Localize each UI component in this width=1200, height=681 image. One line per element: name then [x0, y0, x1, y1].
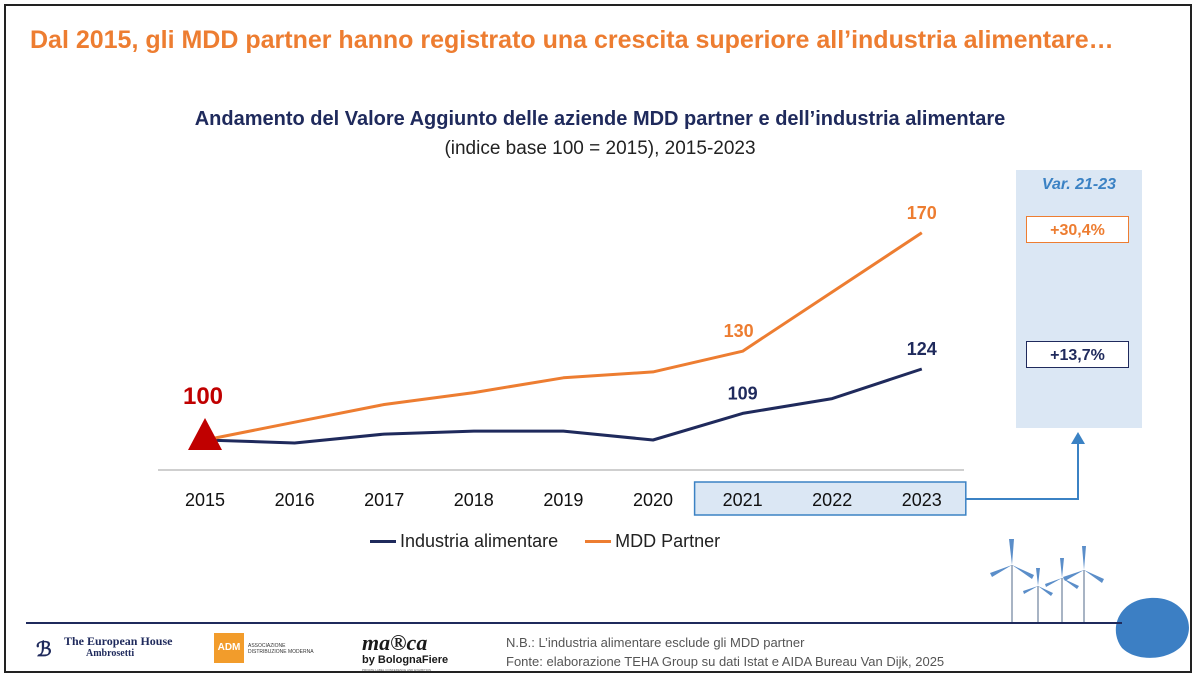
chart-legend: Industria alimentare MDD Partner [370, 527, 742, 552]
slide-headline: Dal 2015, gli MDD partner hanno registra… [30, 26, 1114, 54]
legend-item-industria: Industria alimentare [370, 531, 558, 552]
data-label-124: 124 [907, 339, 937, 359]
data-label-109: 109 [728, 383, 758, 403]
x-tick-label-2018: 2018 [454, 490, 494, 510]
footnotes: N.B.: L’industria alimentare esclude gli… [506, 633, 944, 671]
adm-logo-box: ADM [214, 633, 244, 663]
variation-mdd-value: +30,4% [1026, 216, 1129, 243]
data-label-130: 130 [724, 321, 754, 341]
legend-label-industria: Industria alimentare [400, 531, 559, 551]
adm-logo-text: ASSOCIAZIONE DISTRIBUZIONE MODERNA [248, 643, 314, 655]
x-tick-label-2021: 2021 [723, 490, 763, 510]
logo-the-european-house: ℬ The European House Ambrosetti [36, 634, 176, 661]
data-label-170: 170 [907, 203, 937, 223]
legend-label-mdd: MDD Partner [615, 531, 721, 551]
x-tick-label-2022: 2022 [812, 490, 852, 510]
series-line-industria [204, 367, 923, 445]
connector-line [965, 442, 1079, 500]
note-nb: N.B.: L’industria alimentare esclude gli… [506, 635, 805, 650]
legend-swatch-industria [370, 540, 396, 543]
x-tick-label-2015: 2015 [185, 490, 225, 510]
variation-industria-value: +13,7% [1026, 341, 1129, 368]
base-marker-triangle-icon [188, 418, 222, 450]
footer-divider [26, 622, 1122, 624]
variation-panel: Var. 21-23 +30,4% +13,7% [1016, 170, 1142, 428]
data-label-100: 100 [183, 383, 223, 410]
x-tick-label-2020: 2020 [633, 490, 673, 510]
slide-frame [4, 4, 1192, 673]
x-tick-label-2017: 2017 [364, 490, 404, 510]
chart-subtitle: (indice base 100 = 2015), 2015-2023 [444, 138, 756, 159]
chart-title: Andamento del Valore Aggiunto delle azie… [194, 108, 1006, 130]
logo-marca: ma®ca by BolognaFiere PRIVATE LABEL CONF… [362, 630, 462, 674]
legend-swatch-mdd [585, 540, 612, 543]
note-source: Fonte: elaborazione TEHA Group su dati I… [506, 654, 945, 669]
connector-arrow-icon [1071, 432, 1085, 444]
marca-logo-by: by BolognaFiere [362, 654, 449, 666]
x-tick-label-2019: 2019 [543, 490, 583, 510]
x-tick-label-2016: 2016 [275, 490, 315, 510]
teh-logo-line1: The European House [64, 634, 173, 648]
variation-title: Var. 21-23 [1041, 176, 1117, 193]
marca-logo-name: ma®ca [362, 630, 428, 655]
marca-logo-tagline: PRIVATE LABEL CONFERENCE AND EXHIBITION [362, 668, 432, 672]
teh-logo-line2: Ambrosetti [86, 648, 135, 659]
legend-item-mdd: MDD Partner [585, 531, 720, 552]
series-line-mdd [204, 231, 923, 442]
x-tick-label-2023: 2023 [902, 490, 942, 510]
logo-adm: ADM ASSOCIAZIONE DISTRIBUZIONE MODERNA [214, 633, 324, 665]
teh-logo-icon: ℬ [36, 639, 52, 661]
